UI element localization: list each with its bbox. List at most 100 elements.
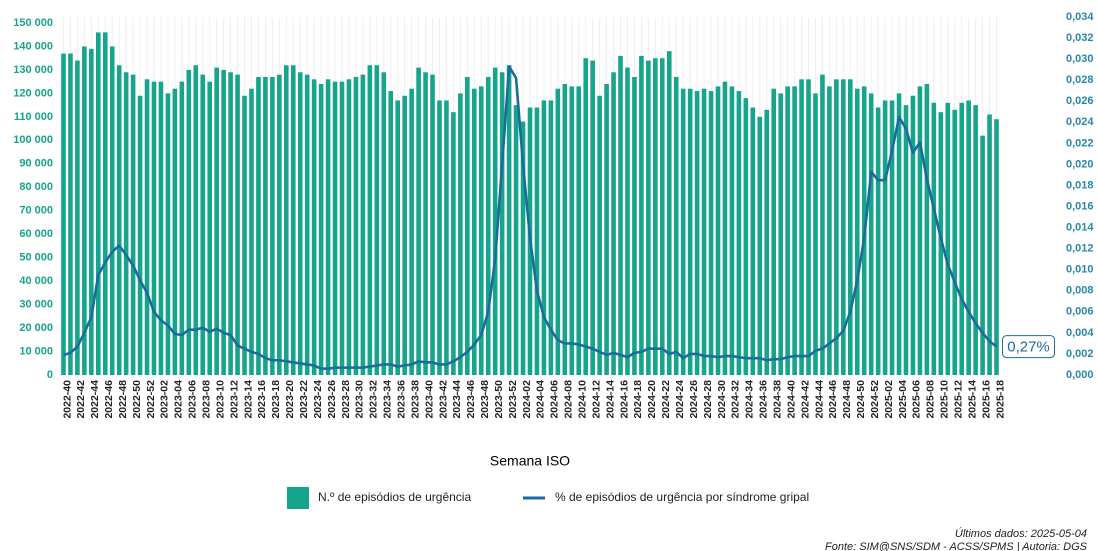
- bar: [680, 88, 686, 375]
- value-label-box: [1002, 335, 1056, 359]
- x-tick-label: 2024-34: [744, 380, 756, 419]
- bar: [611, 72, 616, 375]
- x-tick-label: 2024-20: [646, 380, 658, 419]
- bar: [318, 84, 324, 375]
- legend-label: N.º de episódios de urgência: [318, 490, 471, 504]
- bar: [785, 86, 790, 376]
- bar: [945, 102, 951, 375]
- bar: [172, 88, 178, 375]
- y2-tick-label: 0,034: [1066, 11, 1094, 23]
- bar: [666, 51, 672, 375]
- y2-tick-label: 0,012: [1066, 243, 1094, 255]
- y-tick-label: 30 000: [19, 299, 53, 311]
- bar: [576, 86, 582, 376]
- x-tick-label: 2024-32: [730, 380, 742, 419]
- legend-label: % de episódios de urgência por síndrome …: [555, 490, 809, 504]
- x-tick-label: 2023-16: [256, 380, 268, 419]
- y2-tick-label: 0,018: [1066, 179, 1094, 191]
- bar: [555, 88, 561, 375]
- bar: [221, 69, 226, 375]
- y2-tick-label: 0,006: [1066, 306, 1094, 318]
- y2-tick-label: 0,022: [1066, 137, 1094, 149]
- bar: [959, 102, 965, 375]
- bar: [367, 65, 373, 376]
- bar: [416, 67, 421, 375]
- bar: [374, 65, 380, 376]
- bar: [889, 100, 895, 375]
- y-tick-label: 50 000: [19, 252, 53, 264]
- bar: [109, 46, 115, 375]
- x-tick-label: 2024-08: [563, 380, 575, 419]
- bar: [896, 93, 902, 376]
- bar: [242, 95, 247, 375]
- x-tick-label: 2024-30: [716, 380, 728, 419]
- x-tick-label: 2024-38: [771, 380, 783, 419]
- bar: [806, 79, 811, 375]
- x-tick-label: 2025-16: [980, 380, 992, 419]
- x-tick-label: 2025-02: [883, 380, 895, 419]
- bar: [451, 112, 456, 375]
- x-tick-label: 2025-06: [911, 380, 923, 419]
- x-tick-label: 2024-48: [841, 380, 853, 419]
- bar: [583, 58, 589, 375]
- bar: [290, 65, 296, 376]
- bar: [778, 93, 783, 376]
- bar: [771, 88, 777, 375]
- bar: [179, 81, 185, 376]
- bar: [743, 98, 749, 376]
- bar: [256, 76, 261, 376]
- bar: [847, 79, 853, 375]
- bar: [715, 86, 721, 376]
- value-label: 0,27%: [1007, 339, 1050, 356]
- x-tick-label: 2023-40: [423, 380, 435, 419]
- bar: [917, 86, 923, 376]
- y2-tick-label: 0,000: [1066, 369, 1094, 381]
- bar: [799, 79, 804, 375]
- y2-tick-label: 0,026: [1066, 95, 1094, 107]
- bar: [868, 93, 874, 376]
- y-tick-label: 150 000: [13, 17, 53, 29]
- x-tick-label: 2024-36: [758, 380, 770, 419]
- bar: [61, 53, 66, 376]
- bar: [165, 93, 171, 376]
- x-tick-label: 2023-20: [284, 380, 296, 419]
- bar: [395, 100, 401, 375]
- y2-tick-label: 0,014: [1066, 221, 1094, 233]
- x-tick-label: 2023-36: [395, 380, 407, 419]
- x-tick-label: 2023-22: [298, 380, 310, 419]
- bar: [966, 100, 971, 375]
- bar: [458, 93, 463, 376]
- x-tick-label: 2024-44: [813, 380, 825, 419]
- x-tick-label: 2024-46: [827, 380, 839, 419]
- bar: [430, 74, 435, 376]
- x-tick-label: 2023-34: [382, 380, 394, 419]
- bar: [130, 74, 136, 376]
- x-tick-label: 2023-32: [368, 380, 380, 419]
- y2-tick-label: 0,020: [1066, 158, 1094, 170]
- bar: [659, 58, 665, 375]
- bar: [541, 100, 547, 375]
- x-tick-label: 2024-12: [590, 380, 602, 419]
- bar: [632, 76, 637, 376]
- footnote: Fonte: SIM@SNS/SDM - ACSS/SPMS | Autoria…: [825, 541, 1088, 551]
- bar: [423, 72, 428, 375]
- x-tick-label: 2023-44: [451, 380, 463, 419]
- y2-tick-label: 0,004: [1066, 327, 1094, 339]
- y-tick-label: 0: [47, 369, 53, 381]
- y-tick-label: 70 000: [19, 205, 53, 217]
- bar: [875, 107, 881, 375]
- x-tick-label: 2024-24: [674, 380, 686, 419]
- bar: [722, 81, 728, 376]
- bar: [499, 72, 505, 375]
- y-tick-label: 80 000: [19, 181, 53, 193]
- x-tick-label: 2024-28: [702, 380, 714, 419]
- bar: [618, 55, 623, 375]
- y2-tick-label: 0,030: [1066, 53, 1094, 65]
- x-tick-label: 2025-10: [939, 380, 951, 419]
- bar: [89, 48, 94, 376]
- x-tick-label: 2024-06: [549, 380, 561, 419]
- x-tick-label: 2025-18: [994, 380, 1006, 419]
- x-tick-label: 2024-04: [535, 380, 547, 419]
- bar: [764, 109, 770, 376]
